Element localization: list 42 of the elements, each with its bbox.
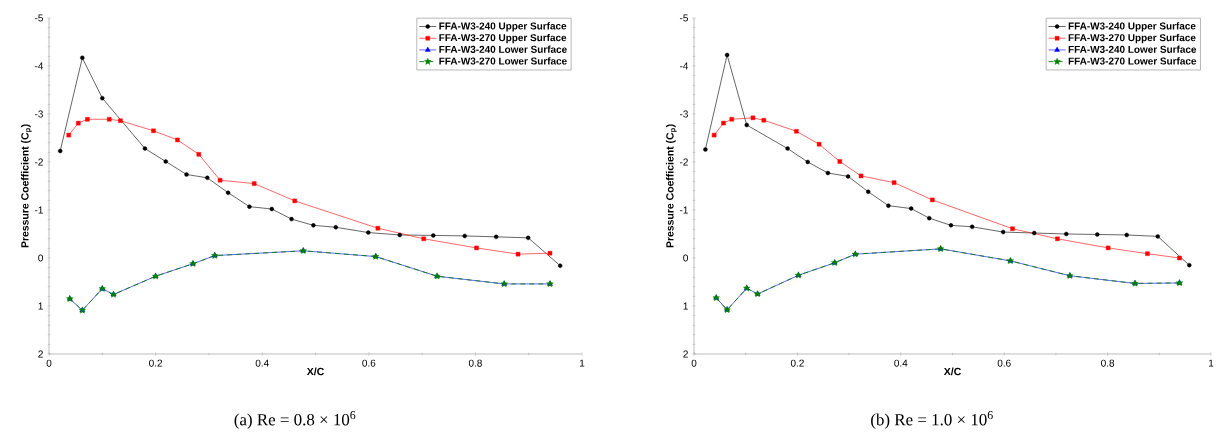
x-axis-title: X/C: [943, 367, 961, 376]
y-tick-label: 1: [683, 302, 688, 310]
legend-label: FFA-W3-240 Lower Surface: [1068, 45, 1197, 53]
y-axis-title: Pressure Coefficient (C$_{p}$): [20, 124, 32, 248]
x-tick-label: 0.8: [1101, 359, 1115, 367]
y-tick-label: -1: [679, 206, 688, 214]
x-tick-label: 0.2: [790, 359, 804, 367]
x-tick-label: 0.6: [997, 359, 1011, 367]
y-tick-label: 1: [38, 302, 43, 310]
y-tick-label: -5: [34, 14, 43, 22]
y-tick-label: -3: [34, 110, 43, 118]
x-tick-label: 1: [580, 359, 585, 367]
legend-label: FFA-W3-270 Lower Surface: [439, 57, 567, 65]
y-tick-label: -2: [34, 158, 43, 166]
x-tick-label: 0: [46, 359, 52, 367]
x-tick-label: 0.6: [362, 359, 376, 367]
y-tick-label: 0: [38, 254, 43, 262]
y-tick-label: -4: [34, 62, 44, 70]
legend-label: FFA-W3-270 Upper Surface: [1068, 33, 1196, 44]
y-axis-title: Pressure Coefficient (C$_{p}$): [665, 124, 677, 248]
y-tick-label: -3: [679, 110, 688, 118]
x-tick-label: 0: [691, 359, 697, 367]
legend-label: FFA-W3-270 Lower Surface: [1068, 57, 1197, 65]
x-tick-label: 0.8: [468, 359, 482, 367]
y-tick-label: 0: [683, 254, 688, 262]
y-tick-label: -2: [679, 158, 688, 166]
x-tick-label: 0.2: [149, 359, 163, 367]
legend-label: FFA-W3-240 Upper Surface: [439, 22, 567, 32]
y-tick-label: -4: [679, 62, 689, 70]
x-tick-label: 0.4: [894, 359, 908, 367]
text: (b) Re = 1.0 × 10$^{6}$: [871, 411, 993, 429]
y-tick-label: -1: [34, 206, 43, 214]
legend-label: FFA-W3-240 Lower Surface: [439, 45, 567, 53]
x-axis-title: X/C: [306, 367, 324, 376]
y-tick-label: 2: [38, 350, 43, 358]
text: (a) Re = 0.8 × 10$^{6}$: [234, 411, 356, 429]
legend-label: FFA-W3-240 Upper Surface: [1068, 22, 1196, 32]
y-tick-label: 2: [683, 350, 688, 358]
legend-label: FFA-W3-270 Upper Surface: [439, 33, 567, 44]
x-tick-label: 1: [1209, 359, 1214, 367]
y-tick-label: -5: [679, 14, 688, 22]
x-tick-label: 0.4: [255, 359, 269, 367]
